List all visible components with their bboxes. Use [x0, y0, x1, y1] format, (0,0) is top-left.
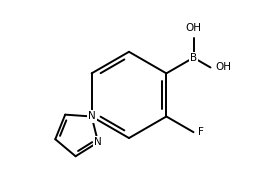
Text: B: B: [190, 53, 197, 63]
Text: OH: OH: [186, 23, 201, 33]
Text: N: N: [88, 112, 95, 122]
Text: N: N: [94, 137, 102, 147]
Text: OH: OH: [215, 62, 231, 72]
Text: F: F: [198, 127, 204, 137]
